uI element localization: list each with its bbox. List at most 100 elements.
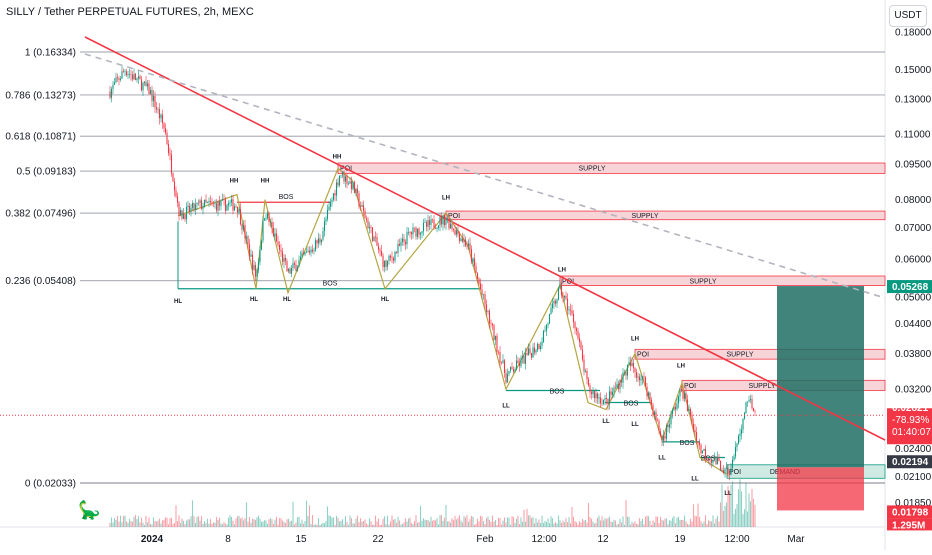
volume-bar [527,515,530,527]
volume-bar [329,516,332,527]
volume-bar [185,520,188,527]
volume-bar [112,522,114,527]
candle-body [637,376,639,378]
candle-body [289,268,291,274]
candle-body [557,288,560,300]
volume-bar [560,522,563,527]
volume-bar [719,502,722,527]
candle-body [241,224,243,230]
candle-body [254,265,257,277]
currency-button[interactable]: USDT [889,5,927,27]
candle-body [530,353,533,358]
volume-bar [194,522,197,527]
volume-bar [683,515,686,527]
volume-bar [136,519,138,527]
price-badge-text: 0.05268 [892,282,929,293]
volume-bar [521,521,524,527]
poi-label: POI [448,213,460,220]
candle-body [476,273,479,279]
candle-body [616,383,618,388]
candle-body [298,260,300,267]
candle-body [694,429,696,433]
candle-body [674,406,677,410]
volume-bar [284,523,287,527]
candle-body [314,240,317,251]
volume-bar [215,517,218,527]
price-badge-text: 0.02194 [892,457,929,468]
candle-body [553,301,555,304]
volume-bar [530,518,533,527]
candle-body [550,308,552,314]
candle-body [400,241,402,246]
volume-bar [277,524,279,527]
volume-bar [317,518,320,527]
volume-bar [149,523,152,527]
candle-body [436,227,438,229]
price-tick-label: 0.13000 [895,95,932,106]
volume-bar [623,524,626,527]
candle-body [133,73,135,80]
candle-body [373,236,375,242]
candle-body [511,367,513,370]
volume-bar [617,523,620,527]
candle-body [245,236,248,239]
candle-body [233,206,236,211]
candle-body [154,95,156,108]
volume-bar [463,516,465,527]
candle-body [629,362,632,367]
candle-body [359,206,362,207]
candle-body [727,467,729,474]
dashed-trendline [84,53,886,299]
candle-body [403,238,405,242]
volume-bar [529,515,531,527]
candle-body [628,362,630,366]
candle-body [605,397,608,399]
candle-body [533,347,536,353]
candle-body [524,353,527,364]
time-tick-label: 8 [225,534,231,545]
volume-bar [236,516,239,527]
candle-body [541,341,543,346]
candle-body [329,201,332,207]
candle-body [584,370,587,372]
candle-body [311,249,314,252]
volume-bar [577,524,579,527]
volume-bar [431,520,434,527]
supply-zone [337,162,886,174]
volume-bar [287,518,290,527]
candle-body [175,190,177,197]
volume-bar [643,524,645,527]
volume-bar [310,523,312,527]
candle-body [356,188,359,194]
volume-bar [118,521,120,527]
volume-bar [331,517,333,527]
time-tick-label: 12:00 [531,534,556,545]
candle-body [469,243,471,250]
candle-body [185,207,188,220]
candle-body [401,238,404,242]
volume-bar [332,517,335,527]
volume-bar [233,524,236,527]
candle-body [685,392,687,400]
volume-bar [197,516,200,527]
candle-body [604,397,606,400]
volume-bar [679,519,681,527]
volume-bar [599,520,602,527]
volume-bar [259,518,261,527]
price-tick-label: 0.03200 [895,385,932,396]
candle-body [109,91,111,98]
candle-body [422,222,425,232]
candle-body [421,231,423,234]
candle-body [155,107,158,110]
candle-body [542,330,545,342]
price-tick-label: 0.15000 [895,65,932,76]
candle-body [262,220,264,241]
candle-body [643,376,645,378]
volume-bar [335,515,338,527]
candle-body [515,360,518,370]
candle-body [278,244,281,250]
volume-bar [587,502,590,527]
price-badge-text: 1.295M [892,520,925,531]
